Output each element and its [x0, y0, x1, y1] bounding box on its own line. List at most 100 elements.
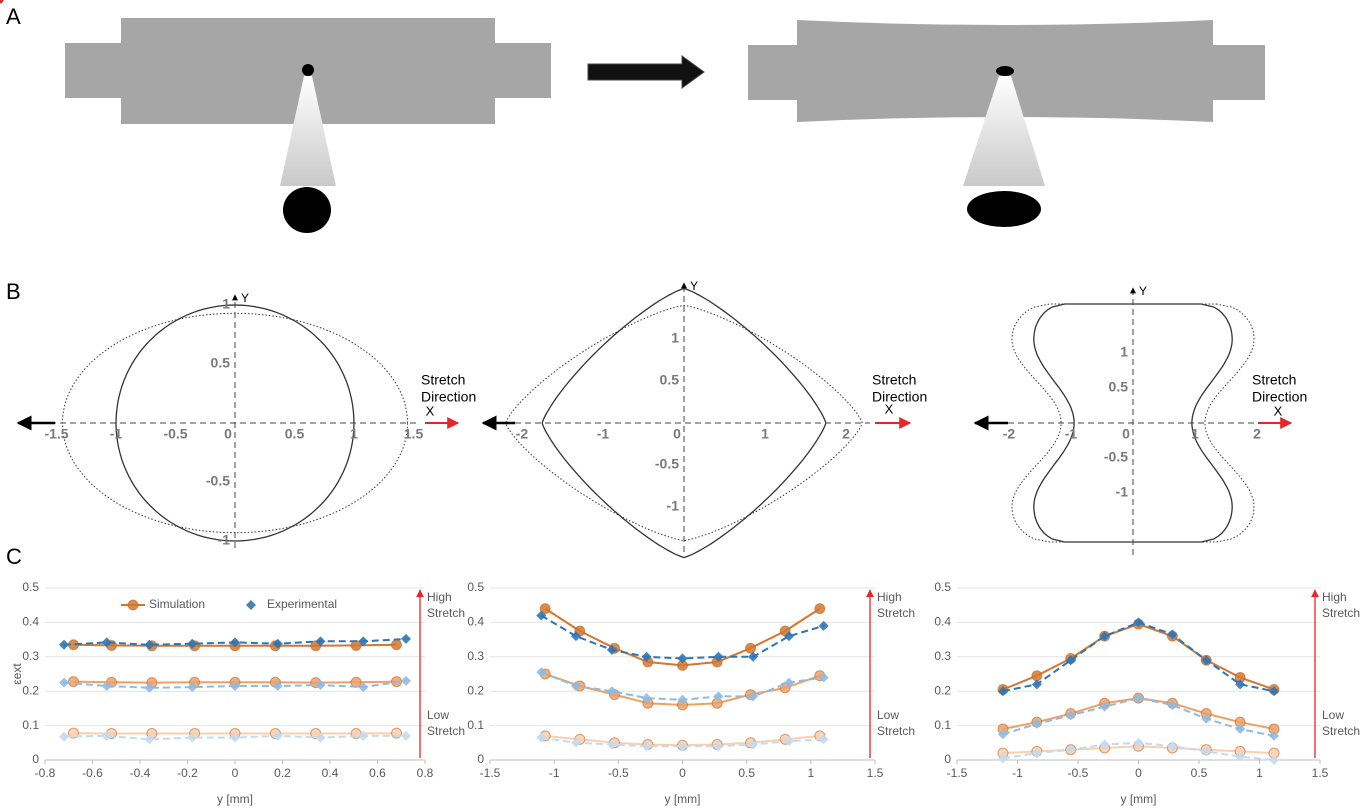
y-tick-label: 0.4	[467, 615, 484, 629]
y-tick-label: 0.3	[467, 649, 484, 663]
data-point	[187, 638, 198, 649]
y-tick-label: -0.5	[655, 456, 679, 472]
legend-label: Simulation	[149, 597, 205, 611]
data-point	[570, 681, 581, 692]
x-axis-label: y [mm]	[665, 792, 701, 806]
x-axis-label: y [mm]	[217, 792, 253, 806]
x-tick-label: 0.5	[285, 426, 305, 442]
x-tick-label: 0.4	[322, 766, 339, 780]
legend-label: Experimental	[267, 597, 337, 611]
y-tick-label: 0.2	[467, 683, 484, 697]
x-tick-label: -0.5	[163, 426, 187, 442]
data-point	[1133, 693, 1144, 704]
final-point	[0, 0, 4, 4]
data-point	[713, 651, 724, 662]
data-point	[997, 729, 1008, 740]
x-tick-label: 1	[1191, 426, 1199, 442]
x-tick-label: -0.8	[35, 766, 56, 780]
y-tick-label: 0.5	[660, 372, 680, 388]
annotation: High	[427, 590, 452, 604]
original-outline	[541, 287, 827, 559]
data-point	[315, 732, 326, 743]
data-point	[536, 732, 547, 743]
data-point	[101, 637, 112, 648]
data-point	[784, 631, 795, 642]
data-point	[606, 644, 617, 655]
x-tick-label: -1	[1065, 426, 1078, 442]
x-tick-label: 0.5	[1191, 766, 1208, 780]
chart: 0 0.1 0.2 0.3 0.4 0.5 -1.5 -1 -0.5 0 0.5 1 1.5 y [mm]…	[467, 580, 915, 806]
data-point	[230, 681, 240, 692]
y-tick-label: -0.5	[1104, 449, 1128, 465]
x-tick-label: 0.2	[274, 766, 291, 780]
y-tick-label: 0.5	[934, 580, 951, 594]
data-point	[818, 620, 829, 631]
data-point	[391, 639, 402, 651]
y-axis-label: εext	[10, 663, 24, 685]
data-point	[101, 730, 112, 741]
stretch-direction-label: Direction	[1252, 389, 1307, 405]
data-point	[641, 693, 652, 704]
chart: 0 0.1 0.2 0.3 0.4 0.5 -1.5 -1 -0.5 0 0.5 1 1.5 y [mm]…	[934, 580, 1360, 806]
data-point	[1065, 744, 1076, 755]
data-point	[784, 736, 795, 747]
x-tick-label: 1	[350, 426, 358, 442]
stretch-direction-label: Direction	[421, 389, 476, 405]
data-point	[59, 677, 69, 688]
data-point	[401, 730, 411, 741]
data-point	[272, 730, 283, 741]
data-point	[1065, 655, 1076, 666]
annotation: Stretch	[427, 606, 465, 620]
stretch-direction-label: Stretch	[1252, 372, 1296, 388]
data-point	[570, 737, 581, 748]
data-point	[230, 732, 240, 743]
data-point	[814, 603, 826, 615]
data-point	[1065, 710, 1076, 721]
data-point	[315, 636, 326, 647]
original-outline	[1033, 303, 1233, 543]
data-point	[536, 667, 547, 678]
panel-label: B	[6, 279, 21, 304]
stretch-arrow	[587, 55, 705, 89]
data-point	[401, 633, 411, 644]
y-tick-label: 1	[671, 330, 679, 346]
annotation: Stretch	[877, 606, 915, 620]
data-point	[272, 638, 283, 649]
data-point	[1031, 748, 1042, 759]
y-tick-label: -1	[667, 498, 680, 514]
legend-marker	[127, 599, 139, 611]
data-point	[536, 610, 547, 621]
y-tick-label: -1	[218, 532, 231, 548]
x-tick-label: 1	[1256, 766, 1263, 780]
data-point	[606, 739, 617, 750]
data-point	[1099, 631, 1110, 642]
x-tick-label: 1.5	[404, 426, 424, 442]
data-point	[1099, 739, 1110, 750]
data-point	[641, 741, 652, 752]
stretch-direction-label: Stretch	[872, 372, 916, 388]
x-tick-label: -1.5	[480, 766, 501, 780]
x-tick-label: 0.5	[738, 766, 755, 780]
data-point	[818, 672, 829, 683]
data-point	[1201, 655, 1212, 666]
x-tick-label: 0	[224, 426, 232, 442]
x-tick-label: -1	[597, 426, 610, 442]
data-point	[358, 682, 369, 693]
y-tick-label: 0	[32, 752, 39, 766]
data-point	[1167, 629, 1178, 640]
data-point	[1269, 755, 1280, 765]
data-point	[997, 753, 1008, 764]
y-tick-label: 1	[1120, 344, 1128, 360]
annotation: High	[877, 590, 902, 604]
annotation: Stretch	[427, 724, 465, 738]
annotation: Stretch	[877, 724, 915, 738]
data-point	[1235, 751, 1246, 762]
x-tick-label: 2	[842, 426, 850, 442]
data-point	[358, 636, 369, 647]
x-tick-label: 0	[1135, 766, 1142, 780]
y-tick-label: 0.2	[934, 683, 951, 697]
data-point	[677, 741, 688, 752]
x-tick-label: 2	[1253, 426, 1261, 442]
specimen-before	[65, 18, 551, 233]
